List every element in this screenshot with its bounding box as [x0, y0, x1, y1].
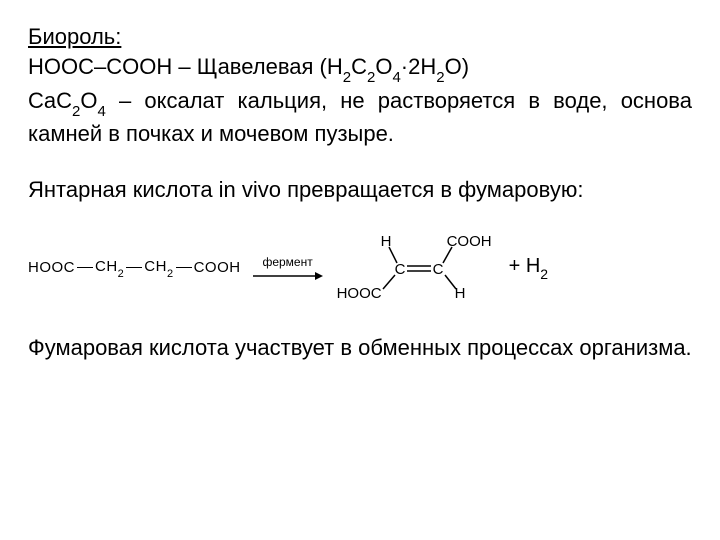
plus-sign: + — [509, 255, 521, 277]
bond-diagram-icon — [335, 233, 495, 303]
text-fragment: – оксалат кальция, не растворяется в вод… — [28, 88, 692, 147]
text-fragment: O) — [445, 54, 469, 79]
subscript: 2 — [367, 69, 375, 86]
subscript: 2 — [72, 103, 80, 120]
formula-line-2: CaC2O4 – оксалат кальция, не растворяетс… — [28, 86, 692, 149]
bond-icon — [126, 267, 142, 269]
section-title: Биороль: — [28, 24, 692, 50]
text-fragment: O — [375, 54, 392, 79]
plus-hydrogen: + H2 — [509, 255, 549, 280]
subscript: 4 — [392, 69, 400, 86]
atom-group: CH2 — [144, 258, 173, 278]
atom-group: CH2 — [95, 258, 124, 278]
text-fragment: C — [351, 54, 367, 79]
text-fragment: HOOC–COOH – Щавелевая (H — [28, 54, 343, 79]
text-fragment: CaC — [28, 88, 72, 113]
subscript: 4 — [97, 103, 105, 120]
product-fumaric-acid: H COOH HOOC C C H — [335, 233, 495, 303]
arrow-icon — [253, 271, 323, 281]
bond-icon — [77, 267, 93, 269]
atom-group: HOOC — [28, 259, 75, 276]
paragraph-2: Янтарная кислота in vivo превращается в … — [28, 175, 692, 205]
formula-line-1: HOOC–COOH – Щавелевая (H2C2O4·2H2O) — [28, 52, 692, 86]
text-fragment: O — [80, 88, 97, 113]
subscript: 2 — [436, 69, 444, 86]
reaction-equation: HOOC CH2 CH2 COOH фермент H COOH HOOC C … — [28, 233, 692, 303]
atom-group: COOH — [194, 259, 241, 276]
text-fragment: ·2H — [401, 54, 436, 79]
reactant-succinic-acid: HOOC CH2 CH2 COOH — [28, 258, 241, 278]
enzyme-label: фермент — [262, 255, 312, 269]
paragraph-3: Фумаровая кислота участвует в обменных п… — [28, 333, 692, 363]
reaction-arrow-group: фермент — [253, 255, 323, 281]
h2-molecule: H2 — [526, 255, 548, 277]
subscript: 2 — [343, 69, 351, 86]
bond-icon — [176, 267, 192, 269]
